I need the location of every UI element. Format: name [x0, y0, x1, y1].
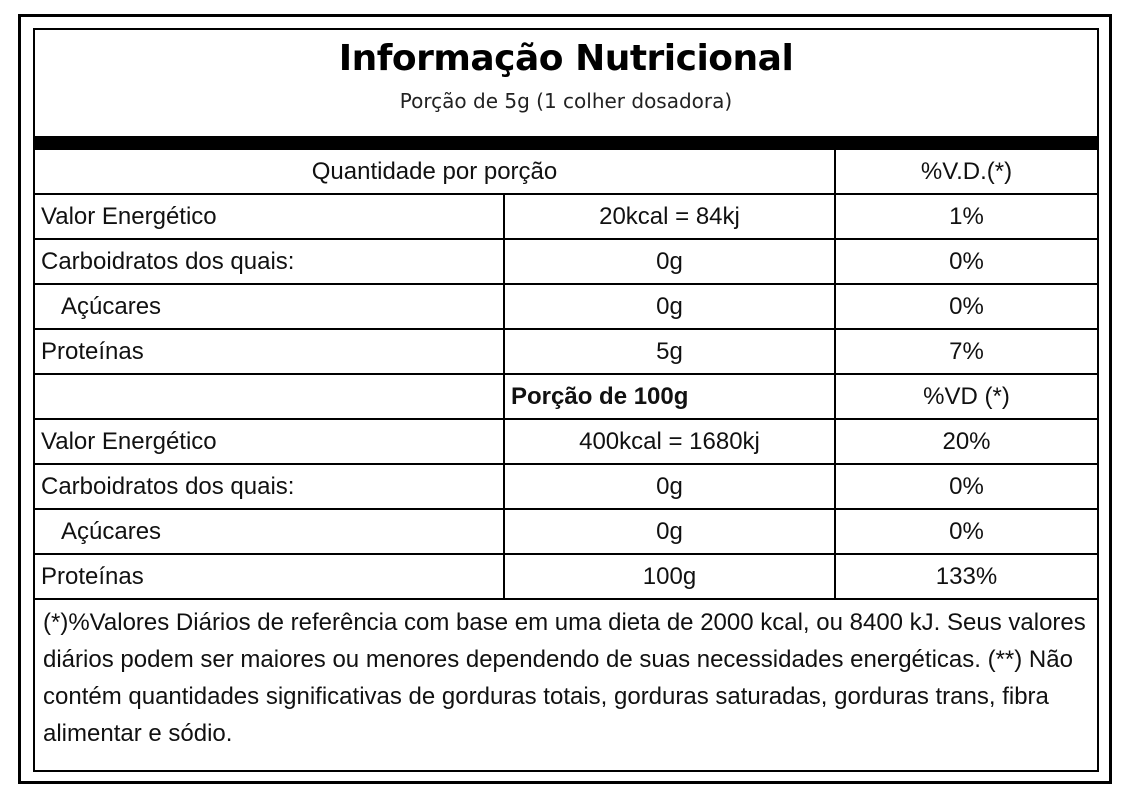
nutrient-vd: 20%	[834, 418, 1097, 465]
nutrient-row: Valor Energético 400kcal = 1680kj 20%	[35, 418, 1097, 465]
nutrient-amount: 0g	[503, 238, 836, 285]
nutrient-vd: 0%	[834, 508, 1097, 555]
nutrient-name: Proteínas	[35, 328, 505, 375]
nutrient-vd: 133%	[834, 553, 1097, 600]
section-heading-row: Porção de 100g %VD (*)	[35, 373, 1097, 420]
nutrient-vd: 0%	[834, 283, 1097, 330]
nutrient-amount: 5g	[503, 328, 836, 375]
nutrient-name: Açúcares	[35, 283, 505, 330]
nutrient-amount: 0g	[503, 463, 836, 510]
nutrient-amount: 0g	[503, 283, 836, 330]
nutrient-row: Proteínas 100g 133%	[35, 553, 1097, 600]
label-frame: Informação Nutricional Porção de 5g (1 c…	[18, 14, 1112, 784]
nutrient-row: Carboidratos dos quais: 0g 0%	[35, 463, 1097, 510]
nutrient-name: Carboidratos dos quais:	[35, 463, 505, 510]
nutrient-amount: 400kcal = 1680kj	[503, 418, 836, 465]
nutrient-row: Proteínas 5g 7%	[35, 328, 1097, 375]
section-heading-row: Quantidade por porção %V.D.(*)	[35, 150, 1097, 195]
nutrient-row: Açúcares 0g 0%	[35, 283, 1097, 330]
nutrient-row: Açúcares 0g 0%	[35, 508, 1097, 555]
nutrient-name: Proteínas	[35, 553, 505, 600]
empty-cell	[35, 373, 505, 420]
nutrient-name: Valor Energético	[35, 193, 505, 240]
footnote: (*)%Valores Diários de referência com ba…	[43, 609, 1086, 747]
nutrient-vd: 1%	[834, 193, 1097, 240]
nutrient-amount: 20kcal = 84kj	[503, 193, 836, 240]
nutrition-table: Quantidade por porção %V.D.(*) Valor Energ…	[35, 150, 1097, 600]
subtitle: Porção de 5g (1 colher dosadora)	[399, 89, 733, 113]
label-header: Informação Nutricional Porção de 5g (1 c…	[35, 30, 1097, 150]
nutrient-vd: 0%	[834, 463, 1097, 510]
nutrient-amount: 100g	[503, 553, 836, 600]
heading-cell: Porção de 100g	[503, 373, 836, 420]
nutrient-vd: 0%	[834, 238, 1097, 285]
heading-cell: %V.D.(*)	[834, 150, 1097, 195]
nutrient-row: Valor Energético 20kcal = 84kj 1%	[35, 193, 1097, 240]
nutrient-name: Valor Energético	[35, 418, 505, 465]
nutrient-amount: 0g	[503, 508, 836, 555]
nutrient-row: Carboidratos dos quais: 0g 0%	[35, 238, 1097, 285]
nutrient-name: Carboidratos dos quais:	[35, 238, 505, 285]
heading-cell: %VD (*)	[834, 373, 1097, 420]
label-inner: Informação Nutricional Porção de 5g (1 c…	[33, 28, 1099, 772]
nutrient-vd: 7%	[834, 328, 1097, 375]
nutrient-name: Açúcares	[35, 508, 505, 555]
title: Informação Nutricional	[338, 38, 794, 79]
heading-cell: Quantidade por porção	[35, 150, 836, 195]
